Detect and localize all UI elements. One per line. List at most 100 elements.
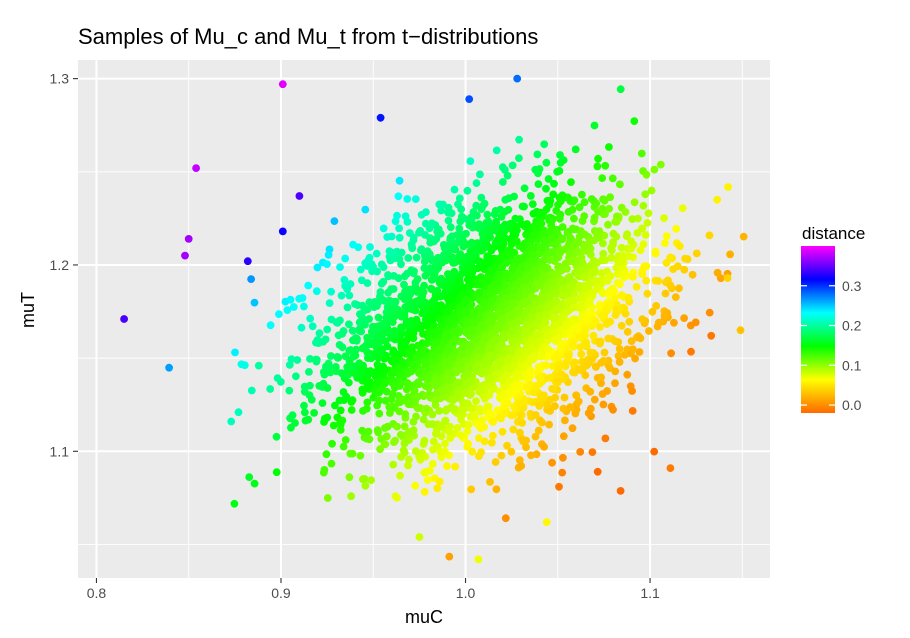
data-point xyxy=(472,364,480,372)
data-point xyxy=(550,257,559,265)
data-point xyxy=(726,250,734,259)
data-point xyxy=(477,448,485,457)
data-point xyxy=(599,357,608,365)
data-point xyxy=(568,205,577,214)
data-point xyxy=(400,422,409,431)
data-point xyxy=(377,260,386,269)
data-point xyxy=(634,214,642,223)
data-point xyxy=(400,395,408,404)
data-point xyxy=(653,322,662,331)
data-point xyxy=(446,236,455,245)
data-point xyxy=(250,298,259,307)
data-point xyxy=(397,312,406,321)
data-point xyxy=(636,246,645,255)
data-point xyxy=(368,340,376,348)
data-point xyxy=(586,387,595,396)
data-point xyxy=(275,310,283,318)
data-point xyxy=(596,302,604,311)
data-point xyxy=(556,362,565,370)
data-point xyxy=(376,445,384,454)
data-point xyxy=(642,170,651,179)
data-point xyxy=(480,437,489,446)
data-point xyxy=(448,302,457,311)
data-point xyxy=(647,186,656,195)
data-point xyxy=(450,185,459,194)
data-point xyxy=(430,271,439,279)
data-point xyxy=(463,370,472,378)
data-point xyxy=(395,233,404,242)
data-point xyxy=(428,329,437,338)
data-point xyxy=(479,277,487,286)
data-point xyxy=(531,411,540,419)
data-point xyxy=(474,257,483,265)
data-point xyxy=(411,481,420,490)
data-point xyxy=(474,421,483,430)
data-point xyxy=(475,405,484,413)
data-point xyxy=(457,359,465,368)
data-point xyxy=(350,369,359,377)
data-point xyxy=(397,260,405,269)
data-point xyxy=(529,256,538,265)
data-point xyxy=(604,334,613,343)
data-point xyxy=(335,419,344,428)
data-point xyxy=(419,415,428,424)
data-point xyxy=(409,418,418,426)
data-point xyxy=(405,229,414,237)
data-point xyxy=(266,385,275,393)
data-point xyxy=(323,413,332,422)
data-point xyxy=(502,364,511,372)
data-point xyxy=(445,427,453,436)
data-point xyxy=(429,351,438,360)
data-point xyxy=(492,278,500,287)
data-point xyxy=(514,269,523,277)
data-point xyxy=(582,338,591,347)
data-point xyxy=(184,235,193,243)
data-point xyxy=(389,285,398,293)
data-point xyxy=(474,353,482,361)
data-point xyxy=(285,386,294,395)
data-point xyxy=(491,336,500,344)
data-point xyxy=(599,249,608,258)
data-point xyxy=(409,236,418,245)
data-point xyxy=(454,378,463,387)
data-point xyxy=(372,249,381,258)
data-point xyxy=(461,308,470,317)
data-point xyxy=(638,315,647,324)
data-point xyxy=(511,214,520,223)
data-point xyxy=(467,238,476,247)
data-point xyxy=(601,434,610,443)
data-point xyxy=(420,305,428,313)
data-point xyxy=(442,358,451,367)
data-point xyxy=(485,354,494,363)
data-point xyxy=(474,289,483,298)
data-point xyxy=(420,488,429,496)
data-point xyxy=(416,286,425,295)
data-point xyxy=(324,251,333,259)
data-point xyxy=(365,315,373,323)
data-point xyxy=(543,196,552,205)
data-point xyxy=(455,388,463,397)
data-point xyxy=(609,405,617,414)
data-point xyxy=(573,238,581,247)
data-point xyxy=(483,402,492,411)
data-point xyxy=(463,427,472,436)
data-point xyxy=(520,184,529,193)
data-point xyxy=(332,318,341,326)
data-point xyxy=(492,257,501,265)
data-point xyxy=(227,417,236,426)
data-point xyxy=(596,337,605,346)
data-point xyxy=(363,262,372,270)
data-point xyxy=(548,278,557,286)
data-point xyxy=(477,340,486,349)
data-point xyxy=(526,366,535,375)
data-point xyxy=(621,208,630,216)
data-point xyxy=(598,390,607,398)
data-point xyxy=(472,397,480,405)
data-point xyxy=(474,239,483,248)
data-point xyxy=(345,291,354,300)
data-point xyxy=(608,174,617,183)
data-point xyxy=(592,363,600,371)
data-point xyxy=(540,391,548,400)
data-point xyxy=(487,246,496,255)
